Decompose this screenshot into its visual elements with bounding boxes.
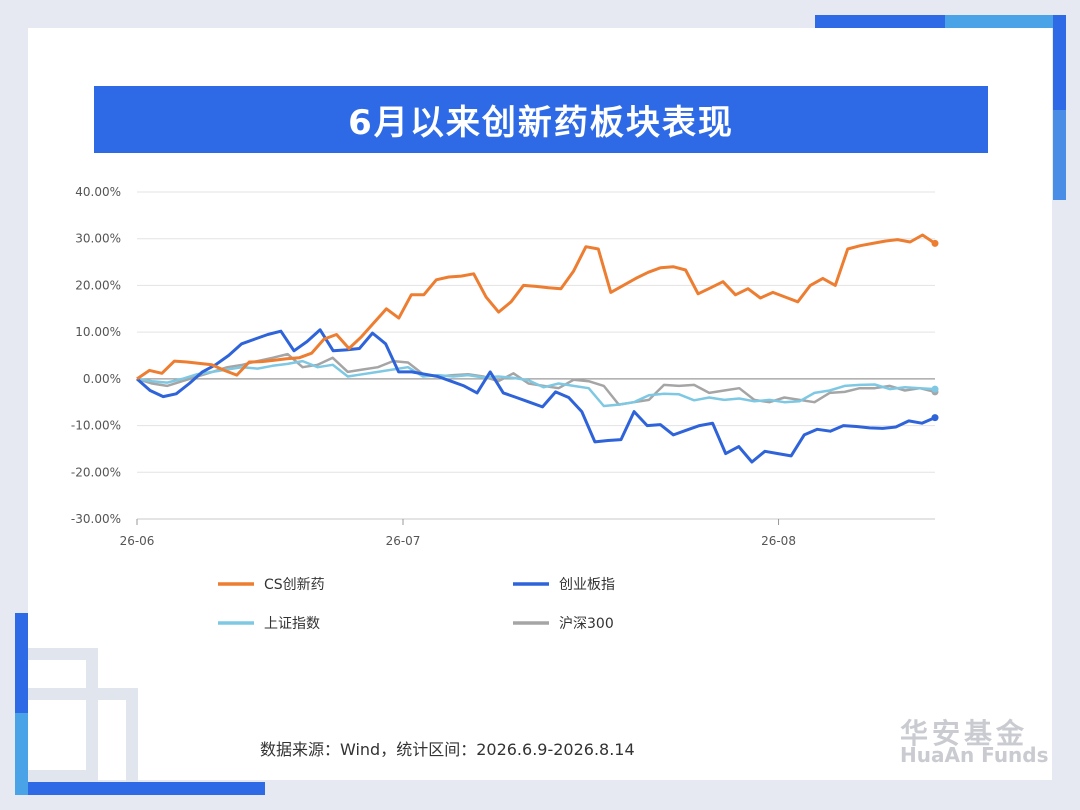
y-tick-label: 40.00% xyxy=(75,185,121,199)
legend-label: 创业板指 xyxy=(559,577,615,593)
bottom-left-accent-dark xyxy=(28,782,265,795)
series-end-marker xyxy=(931,385,939,393)
legend-label: 上证指数 xyxy=(264,616,320,632)
bottom-left-square-outer xyxy=(28,648,98,782)
y-tick-label: -20.00% xyxy=(71,465,121,479)
x-tick-label: 26-06 xyxy=(120,534,155,548)
brand-logo-cn: 华安基金 xyxy=(900,717,1029,750)
legend-label: CS创新药 xyxy=(264,577,325,593)
y-tick-label: 30.00% xyxy=(75,232,121,246)
series-end-marker xyxy=(931,414,939,422)
series-line xyxy=(136,233,936,381)
right-edge-accent-light xyxy=(1053,110,1066,200)
left-edge-accent-dark xyxy=(15,613,28,713)
legend-label: 沪深300 xyxy=(559,616,614,632)
y-tick-label: -30.00% xyxy=(71,512,121,526)
x-tick-label: 26-08 xyxy=(761,534,796,548)
y-tick-label: -10.00% xyxy=(71,419,121,433)
y-tick-label: 20.00% xyxy=(75,278,121,292)
series-line xyxy=(136,359,936,408)
x-tick-label: 26-07 xyxy=(386,534,421,548)
right-edge-accent-dark xyxy=(1053,15,1066,110)
series-end-marker xyxy=(931,239,939,247)
y-tick-label: 0.00% xyxy=(83,372,121,386)
series-line xyxy=(136,328,936,464)
data-source-note: 数据来源：Wind，统计区间：2026.6.9-2026.8.14 xyxy=(260,740,635,759)
left-edge-accent-light xyxy=(15,713,28,795)
top-right-accent-light xyxy=(945,15,1053,28)
y-tick-label: 10.00% xyxy=(75,325,121,339)
page-title: 6月以来创新药板块表现 xyxy=(94,86,988,153)
top-right-accent-dark xyxy=(815,15,945,28)
bottom-left-square-inner xyxy=(28,688,138,782)
slide-card xyxy=(28,28,1052,780)
brand-logo-en: HuaAn Funds xyxy=(900,743,1049,767)
